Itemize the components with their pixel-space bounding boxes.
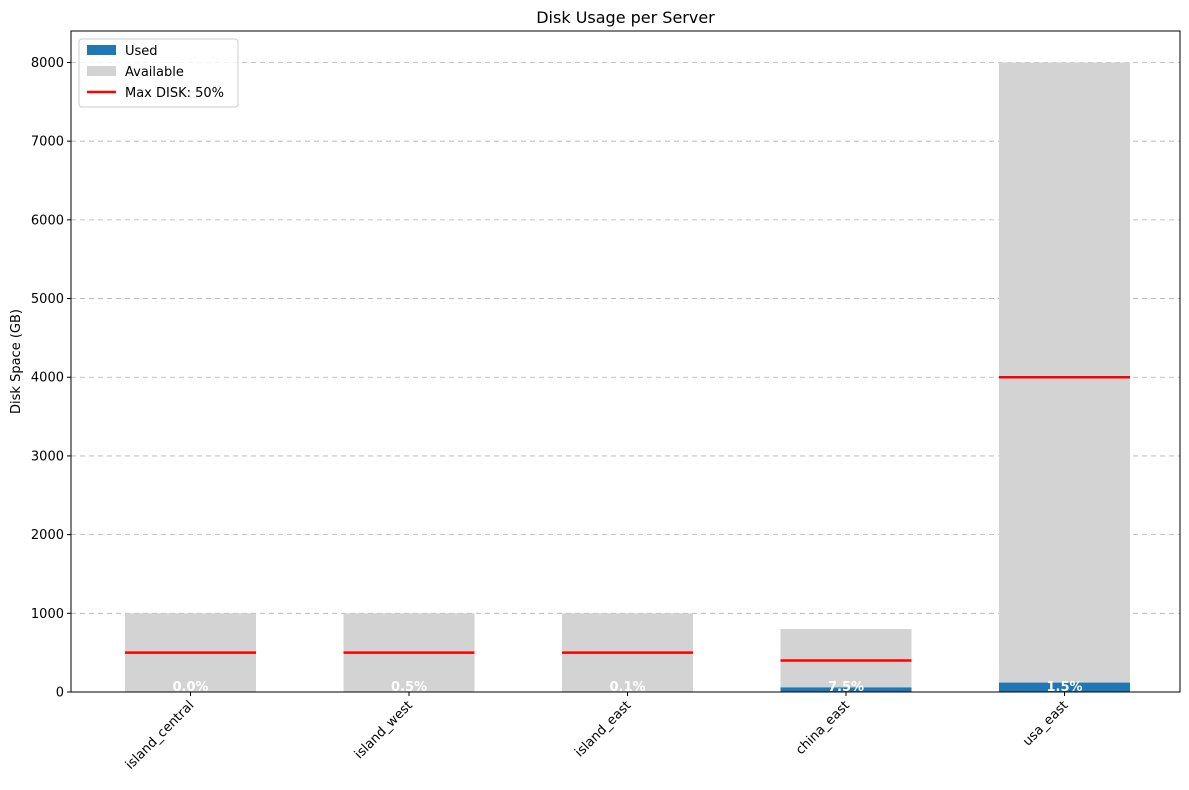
usage-percent-label: 0.5% [391, 680, 427, 695]
bar-available-usa_east [999, 62, 1130, 683]
usage-percent-label: 0.0% [172, 680, 208, 695]
chart-title: Disk Usage per Server [536, 8, 715, 27]
y-tick-label: 2000 [31, 528, 64, 543]
bar-used-china_east [780, 687, 912, 692]
y-tick-label: 3000 [31, 449, 64, 464]
y-tick-label: 8000 [31, 56, 64, 71]
y-tick-label: 4000 [31, 371, 64, 386]
x-tick-label: usa_east [1020, 698, 1071, 749]
usage-percent-label: 7.5% [828, 680, 864, 695]
x-tick-label: china_east [793, 698, 853, 758]
bar-available-china_east [780, 629, 912, 688]
y-tick-label: 5000 [31, 292, 64, 307]
legend: Used Available Max DISK: 50% [78, 38, 239, 108]
legend-box [78, 38, 239, 108]
y-tick-label: 0 [56, 686, 64, 701]
usage-percent-label: 1.5% [1046, 680, 1082, 695]
x-tick-label: island_east [572, 698, 634, 760]
legend-available-label: Available [125, 65, 184, 80]
y-tick-label: 1000 [31, 607, 64, 622]
data-labels-group: 0.0% 0.5% 0.1% 7.5% 1.5% [172, 680, 1082, 695]
legend-used-swatch [87, 45, 116, 55]
y-tick-label: 6000 [31, 213, 64, 228]
legend-available-swatch [87, 66, 116, 76]
bars-group [125, 62, 1130, 692]
x-tick-label: island_west [352, 698, 416, 762]
usage-percent-label: 0.1% [609, 680, 645, 695]
threshold-lines [125, 375, 1130, 662]
plot-frame [70, 30, 1181, 693]
legend-max-label: Max DISK: 50% [125, 86, 224, 101]
x-axis-ticks: island_central island_west island_east chin… [123, 692, 1071, 773]
y-axis-ticks: 0 1000 2000 3000 4000 5000 6000 7000 8000 [31, 56, 71, 701]
y-axis-label: Disk Space (GB) [9, 309, 24, 414]
x-tick-label: island_central [123, 698, 198, 773]
bar-used-usa_east [999, 682, 1130, 692]
legend-used-label: Used [125, 44, 158, 59]
y-tick-label: 7000 [31, 135, 64, 150]
